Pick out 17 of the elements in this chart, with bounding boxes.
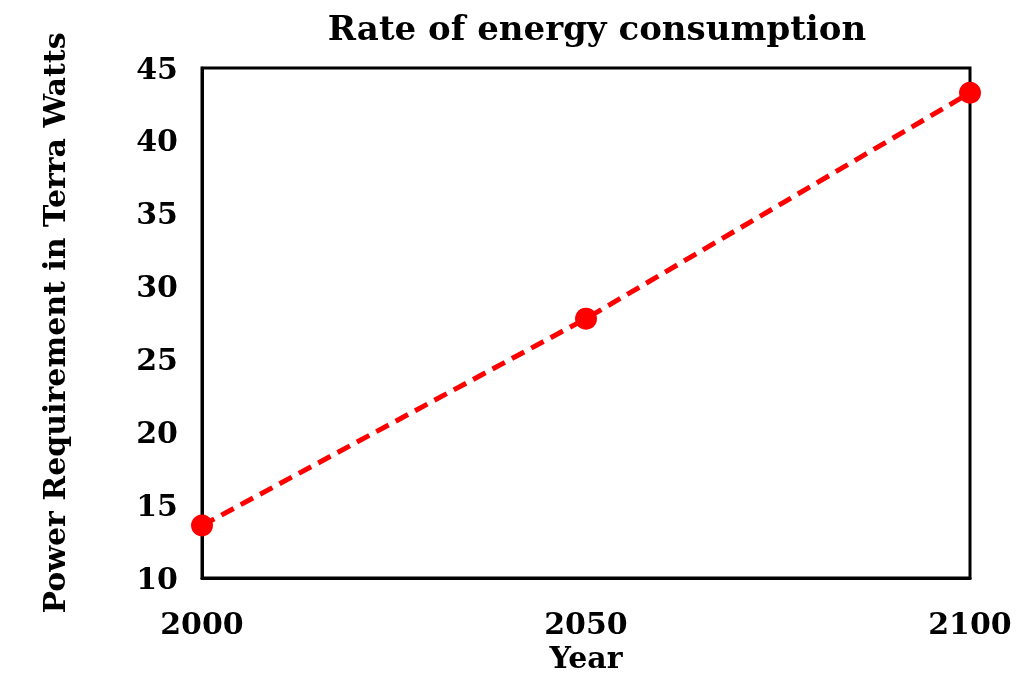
x-tick-label: 2100 [928, 605, 1012, 641]
point [191, 514, 213, 537]
y-tick-label: 45 [136, 50, 178, 86]
x-tick-label: 2000 [160, 605, 244, 641]
x-tick-label: 2050 [544, 605, 628, 641]
chart-title: Rate of energy consumption [327, 8, 867, 48]
y-tick-label: 20 [136, 414, 178, 450]
y-tick-label: 15 [136, 487, 178, 523]
point [959, 81, 981, 104]
y-tick-label: 40 [136, 123, 178, 159]
y-tick-label: 30 [136, 269, 178, 305]
point [575, 307, 597, 330]
y-tick-label: 25 [136, 341, 178, 377]
y-tick-label: 10 [136, 560, 178, 596]
y-axis-title: Power Requirement in Terra Watts [36, 32, 72, 614]
y-tick-label: 35 [136, 196, 178, 232]
x-axis-title: Year [548, 640, 624, 676]
